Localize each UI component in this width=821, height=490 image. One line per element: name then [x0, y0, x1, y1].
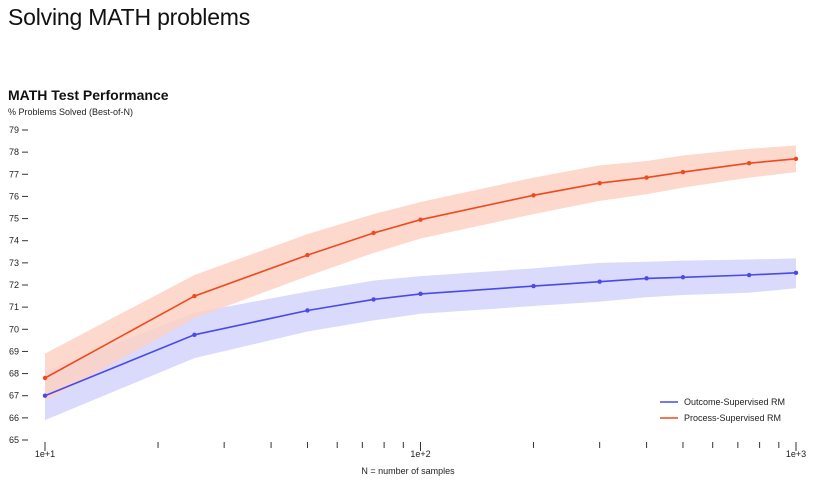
y-tick-label: 68: [9, 369, 19, 379]
y-axis-label: % Problems Solved (Best-of-N): [8, 107, 133, 117]
y-tick-label: 72: [9, 280, 19, 290]
x-tick-label: 1e+1: [35, 449, 55, 459]
data-point-outcome: [418, 291, 423, 297]
x-tick-label: 1e+3: [786, 449, 806, 459]
data-point-process: [644, 175, 649, 180]
data-point-process: [531, 193, 536, 198]
confidence-band-outcome: [45, 258, 796, 421]
y-tick-label: 75: [9, 214, 19, 224]
data-point-process: [418, 217, 423, 222]
data-point-outcome: [746, 272, 752, 278]
data-point-process: [793, 156, 799, 161]
y-tick-label: 71: [9, 302, 19, 312]
data-point-outcome: [644, 276, 649, 281]
y-tick-label: 73: [9, 258, 19, 268]
page-title: Solving MATH problems: [8, 4, 251, 30]
data-point-outcome: [597, 279, 602, 284]
data-point-outcome: [305, 308, 310, 313]
y-tick-label: 79: [9, 125, 19, 135]
x-axis-label: N = number of samples: [361, 466, 455, 476]
data-point-process: [192, 293, 197, 299]
y-tick-label: 77: [9, 169, 19, 179]
x-tick-label: 1e+2: [410, 449, 430, 459]
data-point-process: [305, 252, 310, 258]
data-point-outcome: [680, 275, 686, 280]
data-point-process: [597, 180, 602, 186]
confidence-band-process: [45, 145, 796, 402]
data-point-outcome: [42, 393, 48, 398]
data-point-outcome: [531, 283, 536, 289]
chart-title: MATH Test Performance: [8, 87, 169, 103]
y-tick-label: 67: [9, 391, 19, 401]
y-tick-label: 78: [9, 147, 19, 157]
data-point-process: [371, 230, 376, 236]
y-tick-label: 70: [9, 324, 19, 334]
y-tick-label: 66: [9, 413, 19, 423]
data-point-process: [746, 161, 752, 166]
data-point-outcome: [371, 297, 376, 302]
legend-label: Process-Supervised RM: [684, 413, 781, 423]
data-point-process: [680, 169, 686, 175]
y-tick-label: 65: [9, 435, 19, 445]
y-tick-label: 69: [9, 346, 19, 356]
legend-label: Outcome-Supervised RM: [684, 397, 785, 407]
plot-area: 65 66 67 68 69 70 71 72 73 74 75 76 77 78 79 1e+1 1e+2 1e…: [9, 125, 806, 459]
data-point-process: [42, 375, 48, 381]
data-point-outcome: [192, 332, 197, 338]
data-point-outcome: [793, 270, 799, 276]
y-tick-label: 74: [9, 236, 19, 246]
y-tick-label: 76: [9, 191, 19, 201]
